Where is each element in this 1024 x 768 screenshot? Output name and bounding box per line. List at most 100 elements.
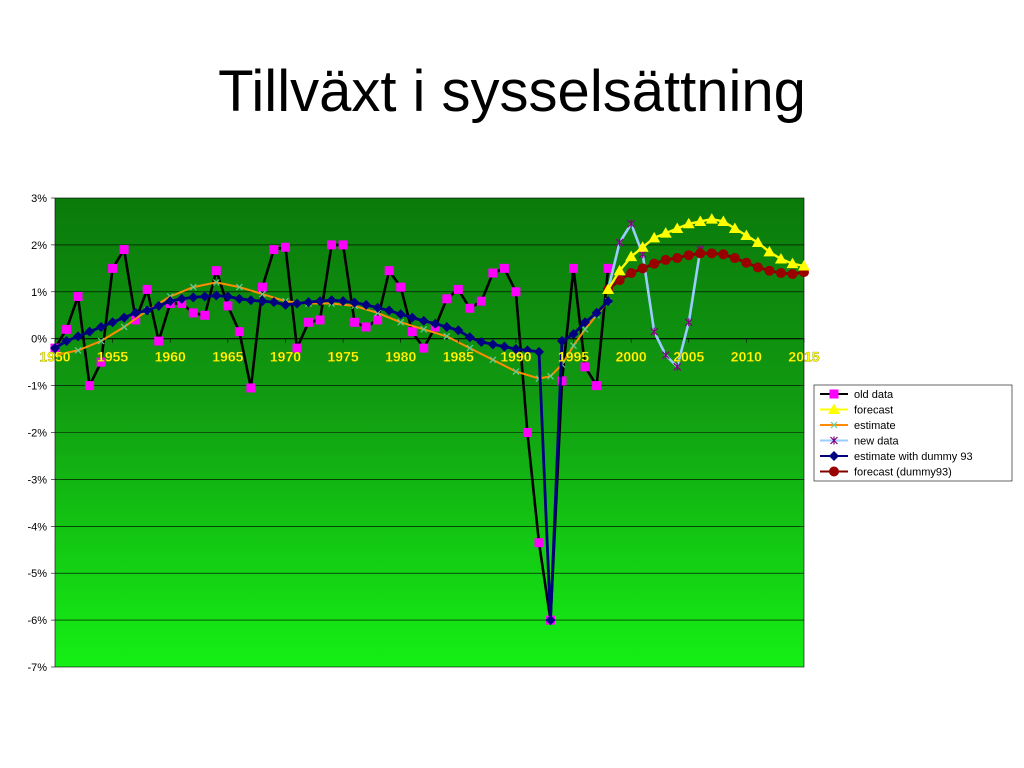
estimate-point: [547, 372, 554, 380]
estimate-with-dummy-93-point: [130, 307, 141, 318]
legend-label: forecast: [854, 405, 893, 417]
forecast-dummy93-point: [706, 248, 717, 259]
legend-item-old-data: old data: [820, 389, 894, 401]
estimate-with-dummy-93-point: [107, 317, 118, 328]
forecast-dummy93-point: [637, 263, 648, 274]
estimate-with-dummy-93-point: [430, 318, 441, 329]
forecast-point: [694, 215, 707, 226]
forecast-dummy93-point: [660, 254, 671, 265]
y-axis: 3% 2% 1% 0% -1% -2% -3% -4% -5% -6% -7%: [27, 193, 55, 674]
series-layer: [50, 213, 810, 626]
estimate-with-dummy-93-point: [142, 305, 153, 316]
old-data-point: [499, 263, 509, 273]
series-forecast-dummy93: [603, 248, 809, 295]
y-tick-label: -3%: [27, 474, 47, 486]
old-data-point: [511, 287, 521, 297]
x-tick-label: 1955: [97, 349, 128, 365]
forecast-point: [682, 217, 695, 229]
estimate-with-dummy-93-point: [84, 326, 95, 337]
estimate-with-dummy-93-point: [487, 339, 498, 350]
old-data-point: [350, 317, 360, 327]
old-data-point: [304, 317, 314, 327]
estimate-point: [512, 368, 520, 375]
estimate-point: [581, 325, 589, 333]
slide-title: Tillväxt i sysselsättning: [218, 59, 806, 124]
forecast-point: [648, 231, 661, 243]
legend-forecast-point: [828, 403, 840, 414]
estimate-with-dummy-93-point: [234, 293, 245, 304]
legend-old-data-point: [829, 389, 839, 399]
legend-forecast-dummy93-point: [829, 466, 839, 477]
x-tick-label: 2010: [731, 349, 762, 365]
old-data-point: [73, 291, 83, 301]
estimate-point: [443, 332, 451, 340]
estimate-with-dummy-93-point: [280, 299, 291, 310]
old-data-point: [569, 263, 579, 273]
old-data-point: [384, 266, 394, 276]
old-data-point: [62, 324, 72, 334]
forecast-point: [705, 213, 718, 224]
old-data-point: [85, 381, 95, 391]
estimate-point: [397, 318, 405, 326]
forecast-dummy93-point: [741, 257, 752, 268]
legend-label: forecast (dummy93): [854, 467, 952, 479]
old-data-point: [315, 315, 325, 325]
new-data-point: [673, 362, 682, 371]
forecast-point: [774, 252, 787, 264]
old-data-point: [223, 301, 233, 311]
x-tick-label: 2000: [616, 349, 647, 365]
series-forecast: [602, 213, 810, 294]
forecast-dummy93-point: [764, 265, 775, 276]
legend-item-new-data: new data: [820, 436, 900, 448]
y-tick-label: 2%: [31, 240, 47, 252]
x-tick-label: 1985: [443, 349, 474, 365]
old-data-point: [338, 240, 348, 250]
estimate-with-dummy-93-point: [568, 329, 579, 340]
old-data-point: [396, 282, 406, 292]
x-tick-label: 1990: [500, 349, 531, 365]
estimate-with-dummy-93-point: [176, 293, 187, 304]
legend-estimate-with-dummy-93-point: [829, 451, 839, 461]
old-data-point: [465, 303, 475, 313]
estimate-point: [97, 337, 105, 345]
estimate-with-dummy-93-point: [291, 298, 302, 309]
old-data-point: [327, 240, 337, 250]
old-data-point: [407, 327, 417, 337]
series-estimate-with-dummy-93: [50, 290, 614, 626]
legend-label: new data: [854, 436, 900, 448]
old-data-point: [453, 284, 463, 294]
estimate-point: [466, 344, 474, 352]
old-data-point: [580, 362, 590, 372]
forecast-point: [671, 222, 684, 233]
estimate-with-dummy-93-point: [603, 296, 614, 307]
y-tick-label: -7%: [27, 662, 47, 674]
x-tick-label: 1980: [385, 349, 416, 365]
forecast-dummy93-point: [695, 248, 706, 259]
old-data-point: [476, 296, 486, 306]
old-data-point: [442, 294, 452, 304]
forecast-point: [728, 222, 741, 233]
estimate-with-dummy-93-point: [338, 296, 349, 307]
series-old-data: [50, 240, 613, 625]
legend-box: [813, 384, 1013, 482]
legend-label: old data: [854, 389, 894, 401]
estimate-with-dummy-93-point: [199, 291, 210, 302]
estimate-with-dummy-93-point: [61, 336, 72, 347]
estimate-with-dummy-93-point: [153, 300, 164, 311]
x-tick-label: 1995: [558, 349, 589, 365]
estimate-with-dummy-93-point: [522, 345, 533, 356]
estimate-with-dummy-93-point: [257, 296, 268, 307]
old-data-point: [96, 357, 106, 367]
estimate-with-dummy-93-point: [73, 331, 84, 342]
x-axis: 1950 1955 1960 1965 1970 1975 1980 1985 1990 1995…: [39, 338, 820, 365]
estimate-with-dummy-93-point: [557, 336, 568, 347]
forecast-point: [740, 229, 753, 241]
old-data-point: [234, 327, 244, 337]
y-tick-label: -1%: [27, 381, 47, 393]
forecast-dummy93-point: [683, 250, 694, 261]
x-tick-label: 1960: [155, 349, 186, 365]
old-data-point: [211, 266, 221, 276]
estimate-with-dummy-93-point: [165, 296, 176, 307]
legend-label: estimate with dummy 93: [854, 451, 973, 463]
